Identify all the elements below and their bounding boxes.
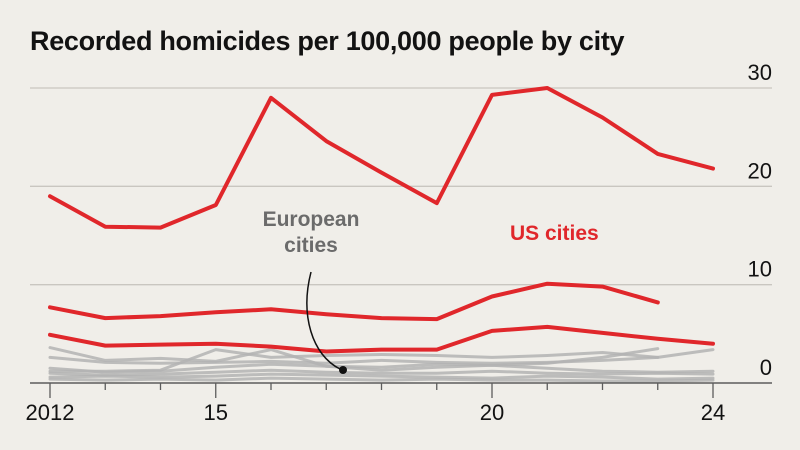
annotation-leader-dot xyxy=(339,366,347,374)
chart-title: Recorded homicides per 100,000 people by… xyxy=(30,26,625,56)
us-series-line-1 xyxy=(48,281,660,322)
x-tick-label-2020: 20 xyxy=(480,400,504,425)
europe-series-line-8 xyxy=(48,355,660,365)
annotation-layer: US cities European cities xyxy=(263,208,599,374)
x-tick-label-2024: 24 xyxy=(701,400,725,425)
us-series-line-0 xyxy=(48,86,715,230)
y-tick-label-10: 10 xyxy=(748,257,772,282)
annotation-european-cities: European cities xyxy=(263,208,360,257)
x-tick-label-2012: 2012 xyxy=(26,400,75,425)
annotation-us-cities: US cities xyxy=(510,222,599,245)
x-tick-label-2015: 15 xyxy=(204,400,228,425)
annotation-leader-line xyxy=(306,271,341,370)
annotation-european-cities-line-0: European xyxy=(263,208,360,231)
european-series-layer xyxy=(48,346,715,383)
europe-series-line-5 xyxy=(48,362,715,374)
europe-series-line-7 xyxy=(48,372,715,381)
y-tick-label-30: 30 xyxy=(748,60,772,85)
us-series-layer xyxy=(48,86,715,354)
axis-layer: 0 10 20 30 2012 15 20 24 xyxy=(26,60,772,425)
europe-series-line-9 xyxy=(48,376,715,383)
grid-layer xyxy=(30,87,772,286)
y-tick-label-0: 0 xyxy=(760,355,772,380)
europe-series-line-6 xyxy=(48,368,715,377)
y-tick-label-20: 20 xyxy=(748,158,772,183)
us-series-line-2 xyxy=(48,324,715,354)
annotation-european-cities-line-1: cities xyxy=(284,234,338,257)
